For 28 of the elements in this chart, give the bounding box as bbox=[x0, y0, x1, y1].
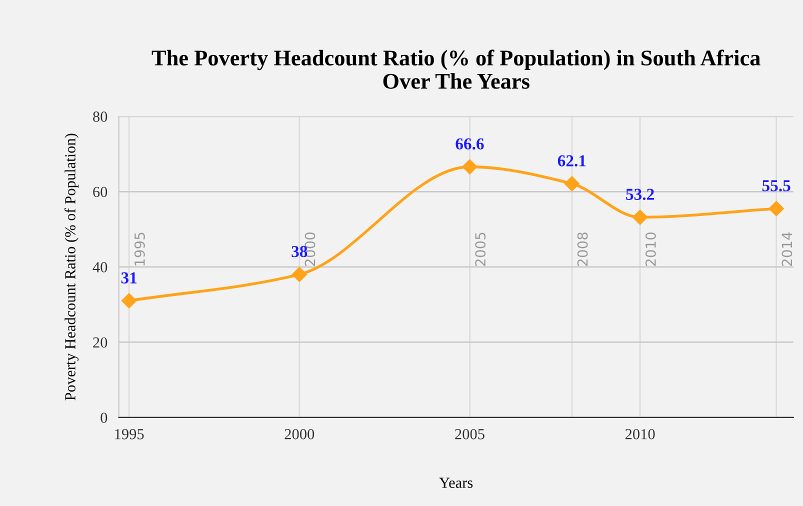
data-label: 31 bbox=[121, 272, 137, 284]
ref-line-label: 2005 bbox=[475, 232, 486, 266]
data-label: 62.1 bbox=[558, 155, 586, 167]
x-tick-label: 1995 bbox=[115, 429, 144, 440]
y-tick-label: 0 bbox=[100, 412, 108, 423]
x-tick-label: 2005 bbox=[455, 429, 484, 440]
x-axis-title: Years bbox=[439, 478, 473, 488]
ref-line-label: 2008 bbox=[577, 232, 588, 266]
data-label: 53.2 bbox=[626, 188, 654, 200]
ref-line-label: 2014 bbox=[782, 232, 792, 266]
x-tick-label: 2010 bbox=[625, 429, 655, 440]
point bbox=[292, 266, 307, 282]
y-tick-label: 80 bbox=[93, 112, 108, 122]
y-tick-label: 60 bbox=[93, 186, 108, 198]
point bbox=[462, 159, 478, 174]
ref-line-label: 1995 bbox=[134, 232, 145, 266]
y-axis-title: Poverty Headcount Ratio (% of Population) bbox=[64, 134, 79, 400]
point bbox=[564, 176, 580, 192]
point bbox=[121, 293, 137, 308]
x-tick-label: 2000 bbox=[284, 429, 314, 440]
y-tick-label: 20 bbox=[93, 337, 108, 348]
point bbox=[632, 210, 648, 225]
ref-line-label: 2010 bbox=[645, 232, 656, 266]
data-label: 55.5 bbox=[762, 180, 790, 192]
chart-title: The Poverty Headcount Ratio (% of Population) in South Africa Over The Years bbox=[152, 50, 760, 89]
y-tick-label: 40 bbox=[92, 262, 108, 272]
data-label: 66.6 bbox=[456, 138, 484, 150]
point bbox=[768, 201, 784, 216]
